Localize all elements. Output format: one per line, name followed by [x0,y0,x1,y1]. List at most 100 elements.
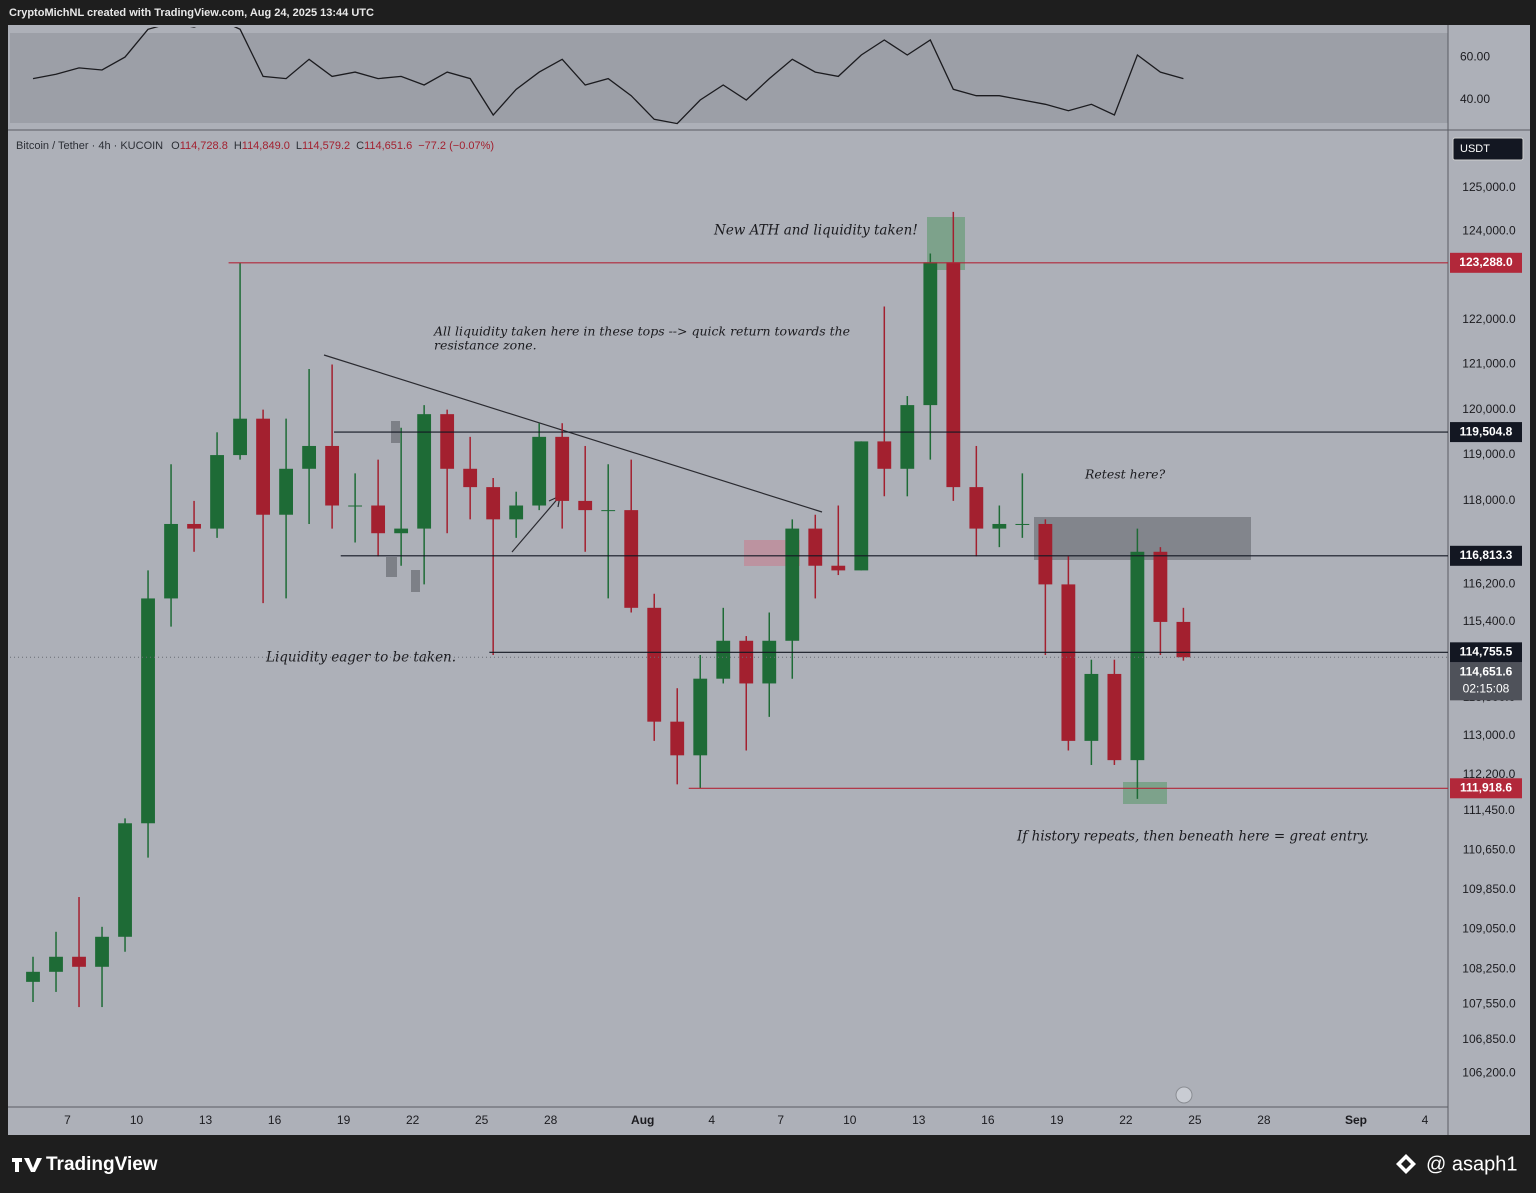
candle-body [72,956,86,967]
x-tick-label: 7 [64,1113,71,1127]
candle-body [26,971,40,982]
ohlc-value: 114,728.8 [180,140,228,152]
candle-body [877,441,892,469]
candle-body [187,523,201,529]
last-price-label: 114,651.6 [1460,665,1513,679]
annotation: All liquidity taken here in these tops -… [433,324,850,339]
candle-body [555,436,570,501]
brand: TradingView [46,1154,158,1175]
rsi-line [32,27,1184,125]
candle-body [256,418,270,515]
candle-body [1153,551,1168,622]
candle-body [417,414,432,529]
level-label: 111,918.6 [1460,780,1512,794]
x-tick-label: 22 [1119,1113,1133,1127]
y-tick-label: 110,650.0 [1463,842,1516,856]
rsi-tick-label: 40.00 [1460,92,1490,106]
candle-body [693,678,708,756]
level-label: 119,504.8 [1460,424,1513,438]
highlight-box [411,570,420,592]
candle-body [624,510,639,608]
level-label: 116,813.3 [1460,548,1513,562]
candle-body [532,436,547,506]
candle-body [486,487,501,520]
x-tick-label: 13 [199,1113,213,1127]
level-badge [1450,642,1522,663]
y-tick-label: 107,550.0 [1462,997,1516,1011]
candle-body [1130,551,1145,761]
candle-body [95,936,109,967]
candle-body [141,598,155,824]
x-tick-label: 25 [1188,1113,1202,1127]
candle-body [394,528,409,534]
y-tick-label: 111,450.0 [1463,803,1515,817]
annotation: Retest here? [1084,467,1165,482]
main-pane [26,211,1251,1008]
candle-body [739,640,754,684]
candle-body [325,445,340,506]
ohlc-value: 114,849.0 [242,140,290,152]
highlight-box [1123,782,1167,804]
candle-body [670,721,685,756]
candle-body [578,500,593,511]
annotation: New ATH and liquidity taken! [713,223,918,239]
ohlc-value: 114,651.6 [364,140,412,152]
y-tick-label: 112,200.0 [1463,767,1516,781]
candle-body [1084,673,1099,741]
candle-body [716,640,731,679]
candle-body [348,505,363,507]
x-tick-label: 25 [475,1113,489,1127]
countdown: 02:15:08 [1463,682,1510,696]
annotation: If history repeats, then beneath here = … [1016,829,1369,845]
candle-body [923,262,938,406]
candle-body [808,528,823,566]
candle-body [992,523,1007,529]
x-tick-label: 28 [544,1113,558,1127]
candle-body [831,565,846,571]
chart-area [8,25,1530,1135]
ohlc-key: H [234,140,242,152]
level-label: 114,755.5 [1460,645,1513,659]
candle-body [49,956,63,972]
change: −77.2 (−0.07%) [418,140,494,152]
x-tick-label: 4 [708,1113,715,1127]
symbol: Bitcoin / Tether · 4h · KUCOIN [16,140,163,152]
candle-body [969,487,984,529]
x-tick-label: 28 [1257,1113,1271,1127]
x-tick-label: 13 [912,1113,926,1127]
x-tick-label: 16 [268,1113,282,1127]
currency: USDT [1460,143,1490,155]
candle-body [233,418,247,456]
candle-body [509,505,524,520]
candle-body [946,262,961,488]
y-tick-label: 125,000.0 [1462,180,1516,194]
y-tick-label: 109,850.0 [1462,882,1516,896]
y-tick-label: 122,000.0 [1462,312,1516,326]
x-tick-label: Aug [631,1113,654,1127]
arrow [511,495,561,553]
candle-body [302,445,317,469]
replay-icon[interactable] [1175,1086,1193,1104]
y-tick-label: 116,200.0 [1463,577,1516,591]
candle-body [1107,673,1122,761]
tv-logo [12,1158,42,1172]
x-tick-label: 22 [406,1113,420,1127]
candle-body [647,607,662,722]
candle-body [762,640,777,684]
level-badge [1450,252,1522,273]
author: @ asaph1 [1426,1153,1517,1175]
x-tick-label: 7 [777,1113,784,1127]
level-label: 123,288.0 [1459,255,1513,269]
level-badge [1450,778,1522,799]
y-tick-label: 124,000.0 [1462,224,1516,238]
candle-body [463,468,478,488]
y-tick-label: 118,000.0 [1463,493,1516,507]
y-tick-label: 121,000.0 [1462,357,1516,371]
x-tick-label: 16 [981,1113,995,1127]
x-tick-label: Sep [1345,1113,1367,1127]
candle-body [1176,621,1191,658]
y-tick-label: 120,000.0 [1462,402,1516,416]
x-tick-label: 10 [130,1113,144,1127]
candle-body [854,441,869,571]
